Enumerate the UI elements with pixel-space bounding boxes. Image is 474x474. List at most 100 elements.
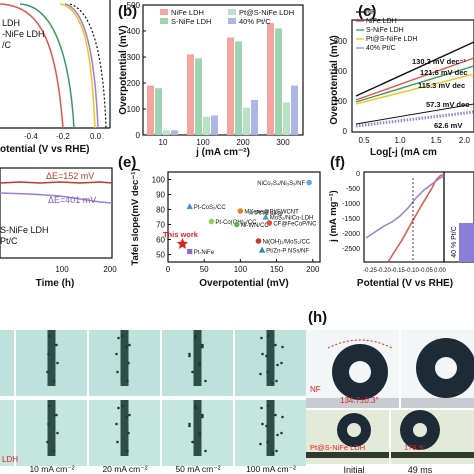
current-g-0: 10 mA cm⁻² xyxy=(29,464,74,474)
ytick-b-5: 500 xyxy=(127,1,141,10)
point-label-e-4: Ni-WN/CC xyxy=(241,223,270,229)
legend-c: NF NiFe LDH S-NiFe LDH Pt@S-NiFe LDH 40%… xyxy=(356,9,417,52)
xlabel-e: Overpotential (mV) xyxy=(199,278,288,289)
h-nf-label: NF xyxy=(310,385,321,394)
ytick-b-2: 200 xyxy=(127,79,141,88)
panel-d: ΔE=152 mV ΔE=401 mV S-NiFe LDH Pt/C 100 … xyxy=(0,167,117,289)
point-label-e-0: This work xyxy=(163,230,199,239)
panel-letter-f: (f) xyxy=(330,154,345,171)
xtick-f-1: -0.20 xyxy=(377,268,391,274)
h-angle-1: 134.7±0.3° xyxy=(340,396,379,405)
xtick-f-3: -0.10 xyxy=(405,268,419,274)
point-e-1 xyxy=(187,248,193,255)
bubble-g-0-1-6 xyxy=(117,336,120,340)
bubble-g-0-1-0 xyxy=(121,334,124,338)
xtick-c-1: 1.0 xyxy=(394,136,406,145)
bubble-g-1-1-4 xyxy=(116,440,119,444)
bubble-g-1-3-11 xyxy=(271,451,274,455)
bar-b-10-2 xyxy=(163,130,170,135)
bubble-g-0-2-4 xyxy=(191,370,194,374)
bubble-g-1-3-8 xyxy=(265,424,268,428)
point-label-e-9: Ni(OH)₂/MoS₂/CC xyxy=(262,240,310,246)
bubble-g-1-3-0 xyxy=(267,404,270,408)
xtick-b-2: 200 xyxy=(236,138,250,147)
xtick-b-0: 10 xyxy=(159,138,168,147)
legend-swatch-b-1 xyxy=(160,18,168,24)
photo-cell-g-0-0 xyxy=(0,330,14,396)
axes-d xyxy=(0,167,113,259)
bubble-g-0-1-2 xyxy=(115,352,118,356)
panel-c: (c) 0 100 200 300 Overpotential (mV) 0.5… xyxy=(329,3,474,158)
panel-g: LDH 10 mA cm⁻² 20 mA cm⁻² 50 mA cm⁻² 100… xyxy=(0,330,306,474)
electrode-g-1-0 xyxy=(47,400,56,456)
bubble-g-1-1-0 xyxy=(121,404,124,408)
current-g-3: 100 mA cm⁻² xyxy=(246,464,296,474)
ytick-e-3: 80 xyxy=(156,206,165,215)
ytick-e-0: 50 xyxy=(156,251,165,260)
bubble-g-1-1-5 xyxy=(126,449,129,453)
bar-b-10-0 xyxy=(147,85,154,135)
axes-e xyxy=(167,171,321,263)
bubble-g-0-3-11 xyxy=(271,381,274,385)
bubble-g-1-2-3 xyxy=(198,431,201,435)
xlabel-c: Log[-j (mA cm xyxy=(370,147,437,158)
xtick-b-3: 300 xyxy=(276,138,290,147)
curve-d-ptc xyxy=(0,192,113,204)
bubble-g-0-1-3 xyxy=(127,361,130,365)
h-drop-4-highlight xyxy=(413,423,427,437)
delta-d-2: ΔE=401 mV xyxy=(48,195,96,205)
bubble-g-1-3-6 xyxy=(260,406,263,410)
panel-letter-c: (c) xyxy=(358,3,376,20)
legend-b: NiFe LDH S-NiFe LDH Pt@S-NiFe LDH 40% Pt… xyxy=(160,8,294,26)
ytick-f-1: -500 xyxy=(346,186,360,193)
bar-b-300-3 xyxy=(291,85,298,135)
annot-c-2: 115.3 mV dec xyxy=(418,81,465,90)
point-label-e-1: Pt-NiFe xyxy=(194,250,215,256)
annot-c-4: 62.6 mV xyxy=(434,121,462,130)
bubble-g-1-3-3 xyxy=(280,431,283,435)
xlabel-d: Time (h) xyxy=(36,278,75,289)
bubble-g-0-3-8 xyxy=(265,354,268,358)
tick-a-0: -0.4 xyxy=(24,132,38,141)
legend-a-1: -NiFe LDH xyxy=(2,29,45,39)
xlabel-b: j (mA cm⁻²) xyxy=(195,147,250,158)
point-label-e-8: CF@FeCoP/NC xyxy=(273,222,317,228)
xtick-f-4: -0.05 xyxy=(419,268,433,274)
h-drop-2-highlight xyxy=(435,357,457,379)
bubble-g-1-0-3 xyxy=(56,431,59,435)
line-c-ptc xyxy=(355,110,474,128)
curve-a-nife xyxy=(0,3,64,129)
bubble-g-0-2-0 xyxy=(194,334,197,338)
ytick-f-3: -1500 xyxy=(342,216,360,223)
bubble-g-1-2-2 xyxy=(188,422,191,426)
h-angle-2: 179.9° xyxy=(404,443,426,452)
point-label-e-6: Pt-Ni alloy xyxy=(255,211,282,217)
bubble-g-0-2-1 xyxy=(201,343,204,347)
bubble-g-0-3-4 xyxy=(266,370,269,374)
electrode-g-1-2 xyxy=(193,400,202,456)
bubble-g-0-1-7 xyxy=(125,345,128,349)
bars-b xyxy=(147,23,298,136)
electrode-g-0-2 xyxy=(193,330,202,386)
ytick-c-3: 300 xyxy=(334,37,348,46)
axes-c xyxy=(351,19,474,133)
ylabel-e: Tafel slope(mV dec⁻¹) xyxy=(130,168,141,265)
bubble-g-1-2-6 xyxy=(194,406,197,410)
bubble-g-0-0-0 xyxy=(48,334,51,338)
xtick-e-3: 150 xyxy=(270,265,284,274)
bubble-g-0-3-1 xyxy=(274,343,277,347)
xtick-d-1: 200 xyxy=(103,265,117,274)
bar-label-f: 40 % Pt/C xyxy=(451,226,458,258)
ytick-b-3: 300 xyxy=(127,53,141,62)
panel-letter-h: (h) xyxy=(308,309,327,326)
current-g-1: 20 mA cm⁻² xyxy=(102,464,147,474)
xticks-e: 0 50 100 150 200 xyxy=(166,259,320,274)
curve-f-ptc xyxy=(365,175,445,239)
bubble-g-1-2-0 xyxy=(194,404,197,408)
xtick-e-2: 100 xyxy=(234,265,248,274)
ytick-f-4: -2000 xyxy=(342,231,360,238)
bubble-g-0-3-6 xyxy=(260,336,263,340)
bubble-g-0-2-7 xyxy=(201,345,204,349)
bubble-g-0-1-4 xyxy=(116,370,119,374)
legend-c-0: NF xyxy=(366,9,375,16)
